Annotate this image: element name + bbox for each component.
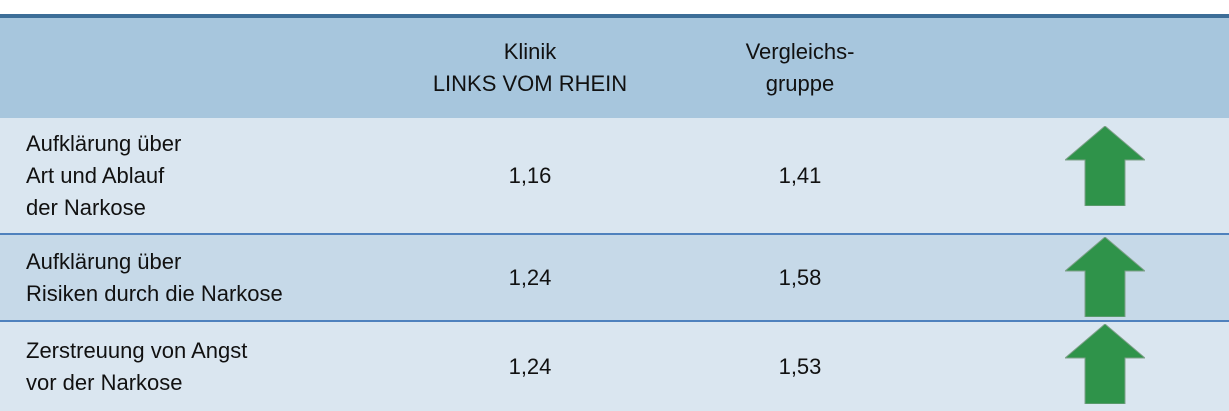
- table-cell: 1,24: [400, 322, 660, 411]
- header-cell: Vergleichs-gruppe: [670, 18, 930, 118]
- table-cell: 1,58: [670, 235, 930, 320]
- text-line: LINKS VOM RHEIN: [432, 71, 628, 96]
- text-line: gruppe: [765, 71, 835, 96]
- top-border: [0, 14, 1229, 18]
- header-cell: [26, 18, 406, 118]
- row-separator: [0, 320, 1229, 322]
- arrow-shape: [1065, 324, 1145, 404]
- text-line: Risiken durch die Narkose: [26, 280, 283, 306]
- table-row: Aufklärung über Art und Ablauf der Narkose…: [0, 118, 1229, 233]
- text-line: vor der Narkose: [26, 369, 183, 395]
- table-row: Zerstreuung von Angst vor der Narkose 1,24…: [0, 322, 1229, 411]
- cell-text: 1,16: [508, 162, 552, 188]
- cell-text: 1,41: [778, 162, 822, 188]
- cell-text: 1,53: [778, 353, 822, 379]
- table-cell: Aufklärung über Art und Ablauf der Narkose: [26, 118, 406, 233]
- text-line: der Narkose: [26, 194, 146, 220]
- table-cell: Aufklärung über Risiken durch die Narkose: [26, 235, 406, 320]
- header-row: Klinik LINKS VOM RHEIN Vergleichs-gruppe: [0, 18, 1229, 118]
- header-cell: Klinik LINKS VOM RHEIN: [400, 18, 660, 118]
- table-row: Aufklärung über Risiken durch die Narkose…: [0, 235, 1229, 320]
- cell-text: 1,24: [508, 353, 552, 379]
- arrow-shape: [1065, 126, 1145, 206]
- text-line: Zerstreuung von Angst: [26, 337, 248, 363]
- up-arrow: [1065, 237, 1145, 317]
- up-arrow: [1065, 324, 1145, 404]
- table-cell: 1,16: [400, 118, 660, 233]
- table-cell: 1,41: [670, 118, 930, 233]
- text-line: Aufklärung über: [26, 248, 182, 274]
- up-arrow: [1065, 126, 1145, 206]
- text-line: Aufklärung über: [26, 130, 182, 156]
- cell-text: 1,58: [778, 264, 822, 290]
- text-line: Art und Ablauf: [26, 162, 165, 188]
- arrow-shape: [1065, 237, 1145, 317]
- text-line: Klinik: [503, 39, 557, 64]
- table-cell: 1,53: [670, 322, 930, 411]
- row-separator: [0, 233, 1229, 235]
- text-line: Vergleichs-: [745, 39, 855, 64]
- table-cell: 1,24: [400, 235, 660, 320]
- cell-text: 1,24: [508, 264, 552, 290]
- table-cell: Zerstreuung von Angst vor der Narkose: [26, 322, 406, 411]
